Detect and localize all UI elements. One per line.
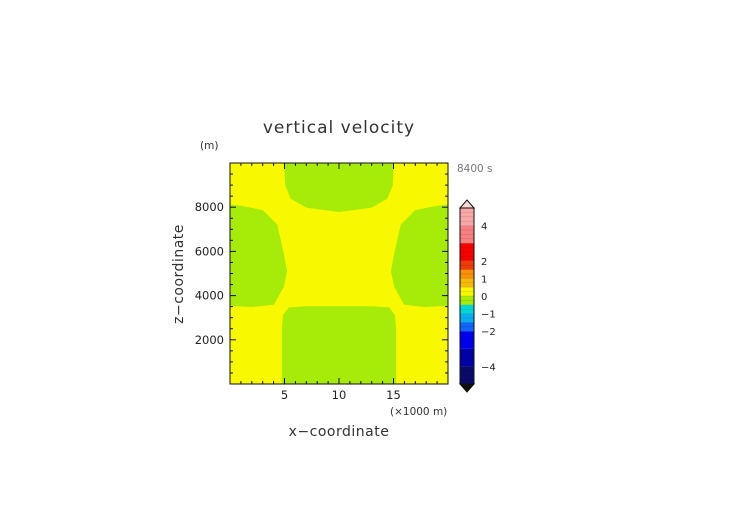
region-top-center	[284, 162, 394, 213]
colorbar-bin	[460, 225, 474, 244]
region-central-updraft-core	[288, 215, 390, 305]
y-axis-label: z−coordinate	[171, 224, 187, 324]
colorbar-tick-label: −1	[481, 310, 496, 321]
colorbar-tick-label: 1	[481, 274, 487, 285]
colorbar-tick-label: 2	[481, 257, 487, 268]
colorbar-bin	[460, 366, 474, 384]
colorbar-bin	[460, 208, 474, 226]
region-layer	[229, 162, 449, 385]
time-label: 8400 s	[457, 163, 493, 175]
y-tick-label: 8000	[195, 200, 224, 214]
colorbar-tick-label: 4	[481, 222, 487, 233]
x-tick-label: 15	[386, 388, 401, 402]
colorbar-over-triangle	[458, 199, 476, 209]
plot-area: 5 10 15 2000 4000 6000 8000	[195, 162, 449, 402]
x-axis-label: x−coordinate	[289, 424, 390, 440]
colorbar-bin	[460, 348, 474, 367]
chart-title: vertical velocity	[263, 118, 415, 138]
colorbar-bin	[460, 322, 474, 332]
x-tick-label: 5	[281, 388, 288, 402]
colorbar-bin	[460, 296, 474, 305]
colorbar-tick-label: −2	[481, 327, 496, 338]
axis-ticks: 5 10 15 2000 4000 6000 8000	[195, 162, 449, 402]
colorbar-tick-label: −4	[481, 362, 496, 373]
colorbar-bin	[460, 269, 474, 279]
x-unit-label: (×1000 m)	[390, 406, 447, 418]
y-tick-label: 4000	[195, 289, 224, 303]
y-unit-label: (m)	[200, 140, 218, 152]
colorbar-tick-label: 0	[481, 292, 487, 303]
colorbar-bin	[460, 243, 474, 261]
colorbar-bin	[460, 260, 474, 270]
colorbar-bin	[460, 331, 474, 349]
region-right-band	[390, 204, 449, 308]
colorbar-bin	[460, 287, 474, 296]
colorbar-bin	[460, 278, 474, 288]
x-tick-label: 10	[332, 388, 347, 402]
colorbar-bin	[460, 304, 474, 314]
y-tick-label: 6000	[195, 244, 224, 258]
region-bottom-center	[281, 306, 397, 385]
colorbar-under-triangle	[458, 383, 476, 393]
y-tick-label: 2000	[195, 333, 224, 347]
region-left-band	[229, 204, 288, 308]
colorbar-bin	[460, 313, 474, 323]
colorbar: 4 2 1 0 −1 −2 −4	[458, 199, 496, 393]
